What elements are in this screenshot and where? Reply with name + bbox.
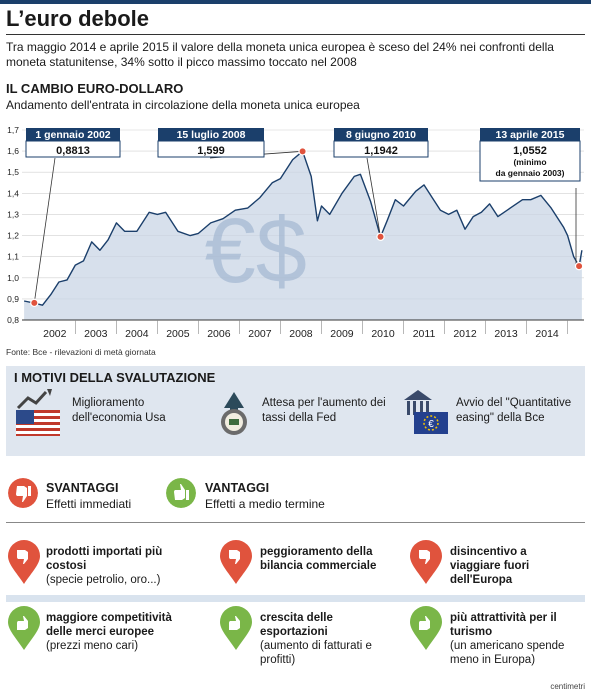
annotation-marker: [376, 232, 385, 241]
annotation-value-box: [25, 140, 121, 158]
svantaggio-1-text: (specie petrolio, oro...): [46, 574, 161, 586]
annotation-marker: [574, 261, 584, 271]
x-tick-label: 2006: [207, 328, 231, 340]
annotation-marker: [30, 298, 39, 308]
svantaggi-subtitle: Effetti immediati: [46, 497, 132, 511]
x-tick-label: 2004: [125, 328, 149, 340]
annotation-value-box: [333, 140, 429, 158]
list-divider: [6, 522, 585, 523]
annotation-date-box: [480, 128, 580, 141]
svantaggio-pin-icon: [410, 540, 442, 584]
bce-icon: €: [404, 390, 448, 434]
motivo-usa-label: Miglioramento dell'economia Usa: [72, 397, 166, 424]
top-accent-bar: [0, 0, 591, 4]
x-tick-label: 2012: [453, 328, 477, 340]
y-tick-label: 0,9: [7, 294, 19, 304]
annotation-value: 0,8813: [56, 145, 90, 157]
annotation-date-box: [158, 128, 264, 141]
annotation-value: 1,0552: [513, 145, 547, 157]
vantaggi-thumb-up-icon: [166, 478, 196, 508]
vantaggio-3-bold: più attrattività per il turismo: [450, 612, 557, 638]
credit-logo: centimetri: [550, 682, 585, 691]
svantaggio-item-3: disincentivo a viaggiare fuori dell'Euro…: [450, 546, 530, 586]
svantaggio-item-2: peggioramento della bilancia commerciale: [260, 546, 377, 572]
x-tick-label: 2011: [413, 328, 436, 340]
x-tick-label: 2005: [166, 328, 190, 340]
x-tick-label: 2010: [371, 328, 395, 340]
annotation-value: 1,1942: [364, 145, 398, 157]
x-tick-label: 2003: [84, 328, 108, 340]
annotation-date-box: [26, 128, 120, 141]
x-tick-label: 2014: [535, 328, 559, 340]
annotation-marker: [298, 147, 307, 156]
svantaggio-item-1: prodotti importati più costosi (specie p…: [46, 545, 196, 587]
annotation-date: 15 luglio 2008: [177, 129, 246, 141]
motivo-fed-label: Attesa per l'aumento dei tassi della Fed: [262, 397, 386, 424]
series-area: [24, 151, 582, 320]
svantaggio-pin-icon: [220, 540, 252, 584]
fed-rates-icon: [221, 392, 247, 435]
annotation-leader: [33, 157, 56, 303]
vantaggio-1-bold: maggiore competitività delle merci europ…: [46, 612, 172, 638]
annotation-leader: [366, 157, 381, 237]
x-tick-label: 2007: [248, 328, 272, 340]
list-separator: [6, 595, 585, 602]
motivi-title: I MOTIVI DELLA SVALUTAZIONE: [14, 370, 216, 385]
annotation-value: 1,599: [197, 145, 225, 157]
y-tick-label: 1,3: [7, 209, 19, 219]
svantaggi-thumb-down-icon: [8, 478, 38, 508]
exchange-rate-chart: 0,8 0,9 1,0 1,1 1,2 1,3 1,4 1,5 1,6 1,7 €$ 2002 2003…: [7, 125, 584, 340]
title-rule: [6, 34, 585, 35]
chart-subtitle: Andamento dell'entrata in circolazione d…: [6, 98, 360, 112]
series-line: [23, 150, 583, 306]
vantaggio-item-3: più attrattività per il turismo (un amer…: [450, 611, 580, 667]
y-tick-label: 1,1: [7, 252, 19, 262]
annotation-date-box: [334, 128, 428, 141]
x-tick-label: 2009: [330, 328, 354, 340]
x-tick-label: 2002: [43, 328, 67, 340]
svantaggi-title: SVANTAGGI: [46, 481, 119, 495]
vantaggio-pin-icon: [220, 606, 252, 650]
annotation-date: 1 gennaio 2002: [35, 129, 110, 141]
chart-source: Fonte: Bce - rilevazioni di metà giornat…: [6, 347, 156, 357]
vantaggio-pin-icon: [410, 606, 442, 650]
y-tick-label: 1,6: [7, 146, 19, 156]
annotation-value-box: [479, 140, 581, 182]
y-tick-label: 1,4: [7, 188, 19, 198]
motivo-bce-label: Avvio del "Quantitative easing" della Bc…: [456, 397, 572, 424]
intro-text: Tra maggio 2014 e aprile 2015 il valore …: [6, 40, 554, 69]
x-tick-label: 2008: [289, 328, 313, 340]
svantaggio-1-bold: prodotti importati più costosi: [46, 546, 163, 572]
usa-economy-icon: [16, 389, 60, 436]
svg-text:€: €: [428, 419, 434, 430]
y-tick-label: 1,5: [7, 167, 19, 177]
y-tick-label: 1,0: [7, 273, 19, 283]
vantaggio-3-text: (un americano spende meno in Europa): [450, 640, 565, 666]
x-tick-label: 2013: [494, 328, 518, 340]
vantaggio-item-2: crescita delle esportazioni (aumento di …: [260, 611, 380, 667]
vantaggio-item-1: maggiore competitività delle merci europ…: [46, 611, 196, 653]
y-tick-label: 1,7: [7, 125, 19, 135]
svantaggi-header: SVANTAGGI Effetti immediati: [46, 480, 131, 512]
chart-section-title: IL CAMBIO EURO-DOLLARO: [6, 81, 184, 96]
annotation-note: (minimo: [513, 157, 546, 167]
vantaggi-title: VANTAGGI: [205, 481, 270, 495]
y-tick-label: 0,8: [7, 315, 19, 325]
vantaggio-2-text: (aumento di fatturati e profitti): [260, 640, 372, 666]
svantaggio-pin-icon: [8, 540, 40, 584]
annotation-date: 13 aprile 2015: [496, 129, 565, 141]
page-title: L’euro debole: [6, 6, 150, 31]
vantaggi-header: VANTAGGI Effetti a medio termine: [205, 480, 325, 512]
y-tick-label: 1,2: [7, 231, 19, 241]
vantaggio-2-bold: crescita delle esportazioni: [260, 612, 333, 638]
vantaggio-pin-icon: [8, 606, 40, 650]
motivi-panel: I MOTIVI DELLA SVALUTAZIONE Migliorament…: [6, 366, 585, 456]
euro-dollar-watermark: €$: [205, 200, 307, 302]
vantaggi-subtitle: Effetti a medio termine: [205, 497, 325, 511]
annotation-note: da gennaio 2003): [496, 168, 565, 178]
vantaggio-1-text: (prezzi meno cari): [46, 640, 139, 652]
annotation-value-box: [157, 140, 265, 158]
annotation-date: 8 giugno 2010: [346, 129, 416, 141]
